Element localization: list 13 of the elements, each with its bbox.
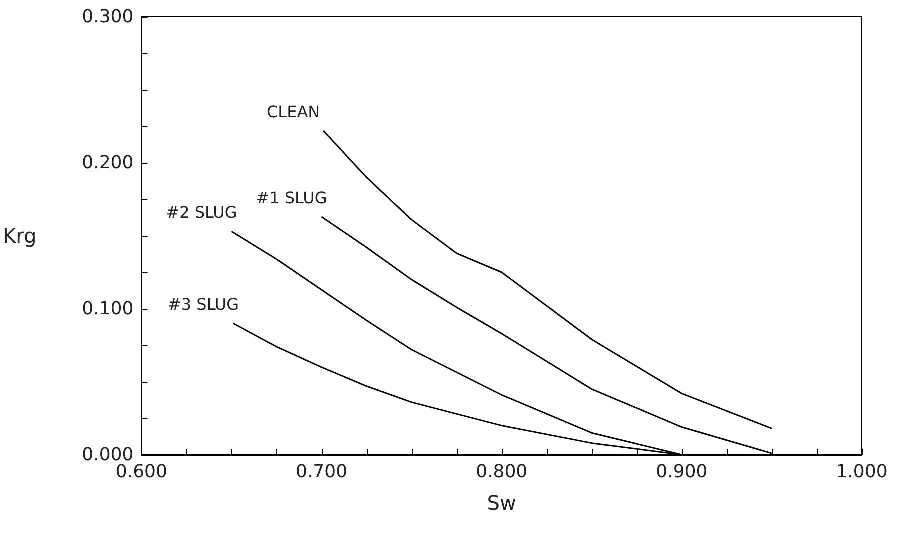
y-tick-label: 0.300	[82, 6, 134, 28]
y-axis-title: Krg	[2, 224, 37, 248]
series-label: CLEAN	[267, 102, 320, 122]
series-label: #2 SLUG	[166, 203, 238, 222]
x-axis-title: Sw	[487, 491, 516, 515]
x-tick-label: 1.000	[836, 462, 888, 482]
x-tick-label: 0.900	[656, 462, 708, 482]
x-tick-label: 0.800	[476, 462, 528, 482]
y-tick-label: 0.200	[82, 152, 134, 174]
x-tick-label: 0.700	[296, 462, 348, 482]
series-label: #3 SLUG	[168, 295, 240, 314]
series-label: #1 SLUG	[256, 188, 328, 208]
y-tick-label: 0.100	[82, 298, 134, 320]
